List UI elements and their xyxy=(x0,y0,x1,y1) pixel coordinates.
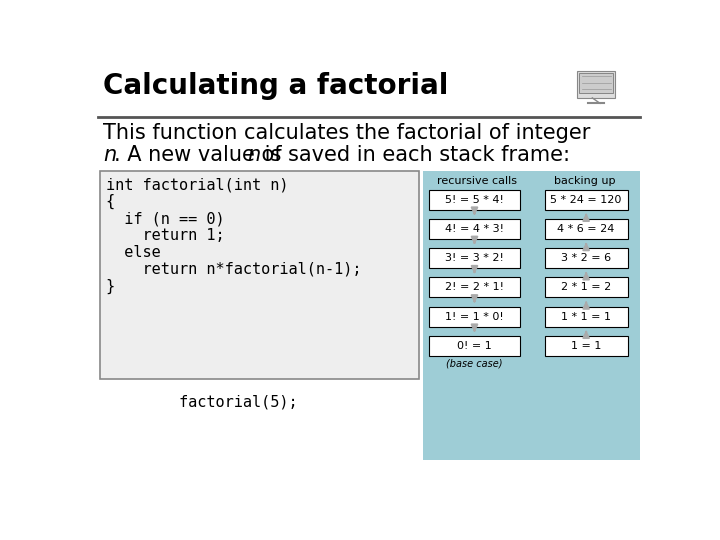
Text: 1 = 1: 1 = 1 xyxy=(571,341,601,351)
Text: 2! = 2 * 1!: 2! = 2 * 1! xyxy=(445,282,504,292)
FancyBboxPatch shape xyxy=(429,307,520,327)
FancyBboxPatch shape xyxy=(544,248,628,268)
FancyBboxPatch shape xyxy=(429,190,520,210)
Text: factorial(5);: factorial(5); xyxy=(106,394,297,409)
Text: }: } xyxy=(106,279,114,294)
Text: 3 * 2 = 6: 3 * 2 = 6 xyxy=(561,253,611,263)
FancyBboxPatch shape xyxy=(429,336,520,356)
FancyBboxPatch shape xyxy=(544,307,628,327)
Text: return n*factorial(n-1);: return n*factorial(n-1); xyxy=(106,262,361,277)
Text: 4 * 6 = 24: 4 * 6 = 24 xyxy=(557,224,615,234)
FancyBboxPatch shape xyxy=(577,71,616,98)
FancyBboxPatch shape xyxy=(544,190,628,210)
Text: {: { xyxy=(106,194,114,210)
FancyBboxPatch shape xyxy=(99,171,419,379)
FancyBboxPatch shape xyxy=(429,278,520,298)
FancyBboxPatch shape xyxy=(429,219,520,239)
FancyBboxPatch shape xyxy=(423,171,640,460)
Text: This function calculates the factorial of integer: This function calculates the factorial o… xyxy=(104,123,590,143)
Text: 5 * 24 = 120: 5 * 24 = 120 xyxy=(551,194,622,205)
Text: (base case): (base case) xyxy=(446,358,503,368)
FancyBboxPatch shape xyxy=(544,336,628,356)
Text: 1 * 1 = 1: 1 * 1 = 1 xyxy=(561,312,611,322)
FancyBboxPatch shape xyxy=(544,278,628,298)
FancyBboxPatch shape xyxy=(429,248,520,268)
Text: 3! = 3 * 2!: 3! = 3 * 2! xyxy=(445,253,504,263)
Text: 5! = 5 * 4!: 5! = 5 * 4! xyxy=(445,194,504,205)
Text: else: else xyxy=(106,245,161,260)
Text: if (n == 0): if (n == 0) xyxy=(106,211,225,226)
Text: is saved in each stack frame:: is saved in each stack frame: xyxy=(258,145,570,165)
Text: n: n xyxy=(248,145,261,165)
Text: 0! = 1: 0! = 1 xyxy=(457,341,492,351)
FancyBboxPatch shape xyxy=(544,219,628,239)
Text: recursive calls: recursive calls xyxy=(437,176,517,186)
Text: 4! = 4 * 3!: 4! = 4 * 3! xyxy=(445,224,504,234)
FancyBboxPatch shape xyxy=(579,73,613,93)
Text: . A new value of: . A new value of xyxy=(114,145,288,165)
Text: backing up: backing up xyxy=(554,176,616,186)
Text: int factorial(int n): int factorial(int n) xyxy=(106,177,288,192)
Text: Calculating a factorial: Calculating a factorial xyxy=(104,72,449,100)
Text: 1! = 1 * 0!: 1! = 1 * 0! xyxy=(445,312,504,322)
Text: n: n xyxy=(104,145,117,165)
Text: 2 * 1 = 2: 2 * 1 = 2 xyxy=(561,282,611,292)
Text: return 1;: return 1; xyxy=(106,228,225,243)
